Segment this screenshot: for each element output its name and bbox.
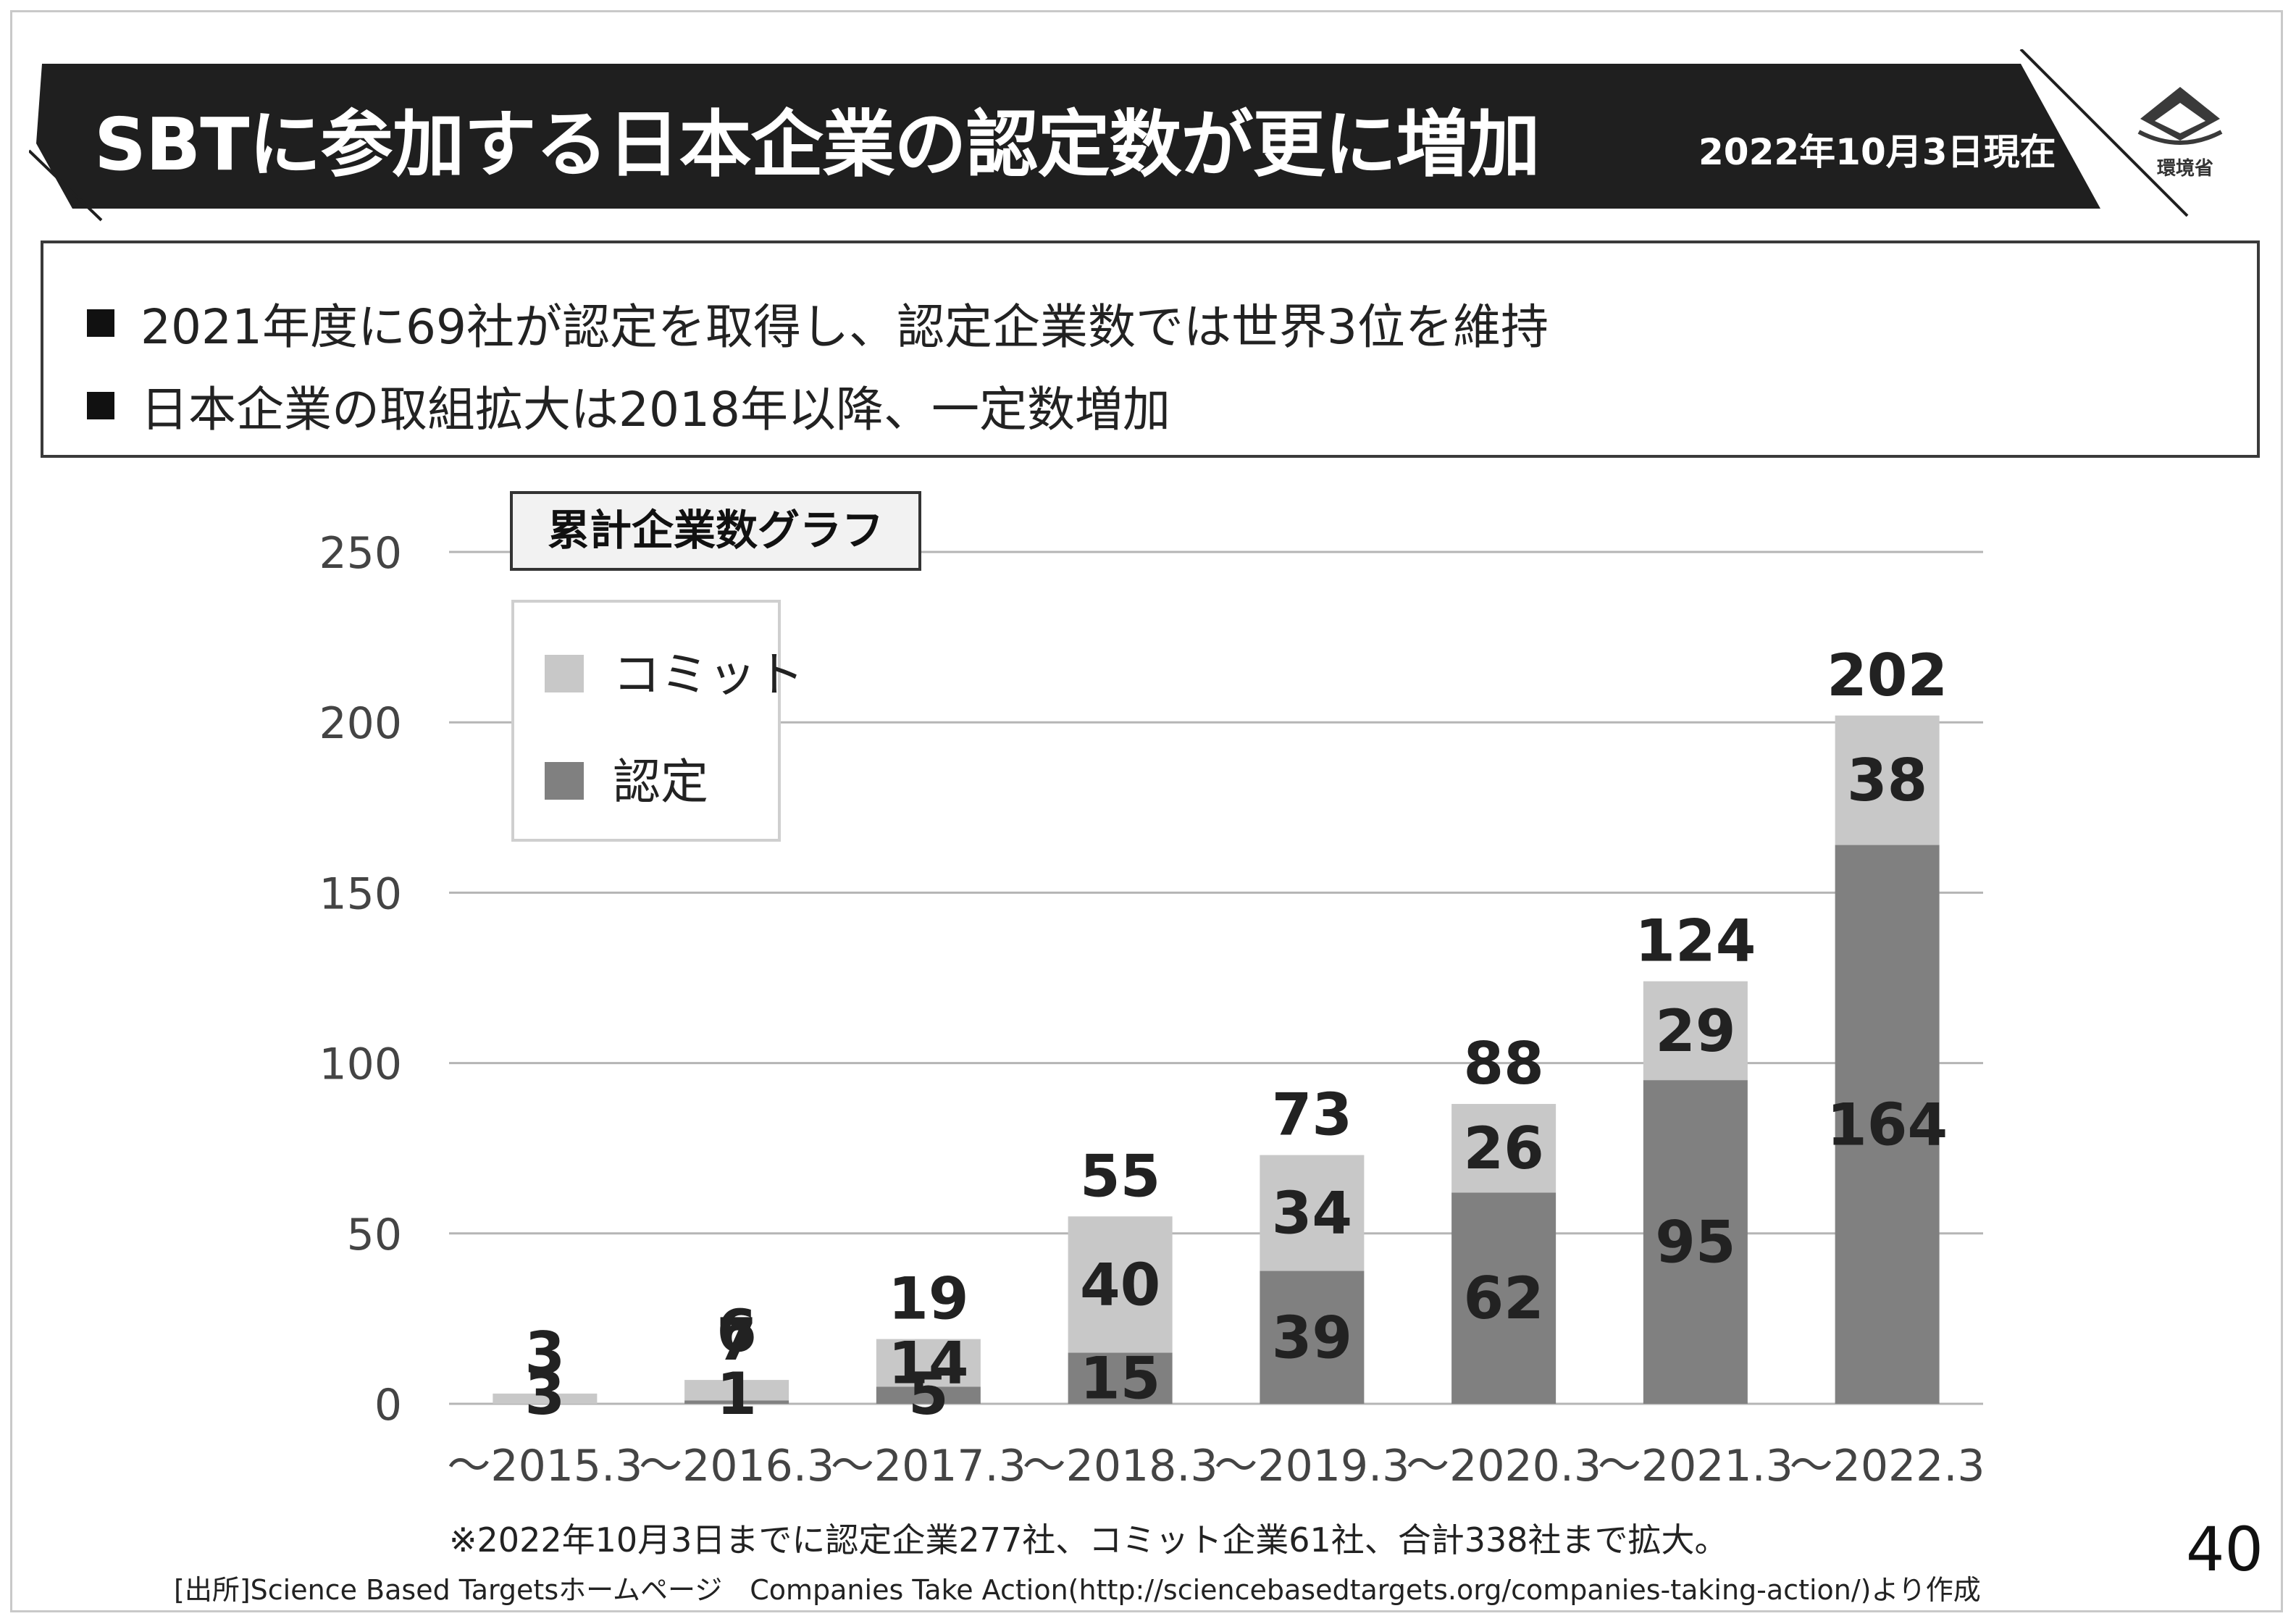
- legend-box: [511, 600, 781, 842]
- date-label: 2022年10月3日現在: [1698, 131, 2056, 173]
- y-tick-label: 100: [319, 1039, 402, 1090]
- bar-commit: [1835, 715, 1940, 845]
- bar-commit: [1068, 1216, 1173, 1353]
- y-tick-label: 0: [374, 1380, 402, 1431]
- x-tick-label: ～2015.3: [447, 1441, 642, 1491]
- bar-certified: [1260, 1271, 1365, 1404]
- bar-commit: [1451, 1104, 1556, 1193]
- total-label: 19: [888, 1265, 968, 1333]
- commit-label: 40: [1080, 1251, 1160, 1318]
- square-bullet-icon: [87, 309, 114, 337]
- y-tick-label: 250: [319, 528, 402, 579]
- bullet-text: 2021年度に69社が認定を取得し、認定企業数では世界3位を維持: [141, 299, 1549, 355]
- bar-certified: [1451, 1192, 1556, 1404]
- commit-label: 29: [1655, 997, 1735, 1065]
- total-label: 88: [1463, 1030, 1543, 1097]
- total-label: 3: [525, 1320, 566, 1387]
- commit-label: 26: [1463, 1115, 1543, 1182]
- slide-frame: [10, 10, 2283, 1612]
- x-tick-label: ～2018.3: [1023, 1441, 1218, 1491]
- chart-title: 累計企業数グラフ: [548, 506, 884, 555]
- certified-label: 164: [1827, 1091, 1948, 1158]
- bar-certified: [1068, 1352, 1173, 1404]
- summary-box: 2021年度に69社が認定を取得し、認定企業数では世界3位を維持 日本企業の取組…: [41, 240, 2260, 458]
- total-label: 124: [1635, 908, 1756, 975]
- bar-certified: [876, 1386, 981, 1404]
- x-tick-label: ～2017.3: [831, 1441, 1026, 1491]
- total-label: 7: [716, 1306, 757, 1373]
- logo-text: 環境省: [2157, 158, 2214, 180]
- bar-commit: [684, 1380, 789, 1401]
- certified-label: 3: [525, 1360, 566, 1428]
- x-tick-label: ～2022.3: [1790, 1441, 1985, 1491]
- bullet-item: 2021年度に69社が認定を取得し、認定企業数では世界3位を維持: [87, 288, 1549, 358]
- y-tick-label: 200: [319, 698, 402, 749]
- bar-commit: [1643, 981, 1748, 1081]
- commit-label: 6: [716, 1297, 757, 1365]
- footnote: ※2022年10月3日までに認定企業277社、コミット企業61社、合計338社ま…: [449, 1520, 1728, 1560]
- bullet-text: 日本企業の取組拡大は2018年以降、一定数増加: [141, 382, 1170, 438]
- y-tick-label: 50: [347, 1210, 402, 1260]
- x-tick-label: ～2021.3: [1598, 1441, 1793, 1491]
- certified-label: 62: [1463, 1265, 1543, 1332]
- page-number: 40: [2186, 1514, 2263, 1585]
- certified-label: 15: [1080, 1345, 1160, 1412]
- bar-certified: [1835, 845, 1940, 1404]
- commit-label: 38: [1847, 747, 1927, 814]
- chart-title-box: [510, 491, 921, 571]
- legend-label-commit: コミット: [613, 647, 804, 703]
- page-title: SBTに参加する日本企業の認定数が更に増加: [94, 102, 1540, 187]
- bullet-item: 日本企業の取組拡大は2018年以降、一定数増加: [87, 371, 1170, 440]
- bar-commit: [876, 1339, 981, 1387]
- bar-commit: [1260, 1155, 1365, 1271]
- x-tick-label: ～2019.3: [1214, 1441, 1409, 1491]
- commit-label: 34: [1272, 1180, 1352, 1247]
- y-tick-label: 150: [319, 868, 402, 919]
- total-label: 73: [1272, 1081, 1352, 1149]
- title-banner: [29, 49, 2189, 222]
- commit-label: 14: [888, 1330, 968, 1397]
- legend-label-certified: 認定: [613, 754, 708, 810]
- legend-swatch-certified: [545, 762, 584, 800]
- bar-certified: [1643, 1080, 1748, 1404]
- square-bullet-icon: [87, 392, 114, 419]
- legend-swatch-commit: [545, 655, 584, 692]
- total-label: 55: [1080, 1142, 1160, 1210]
- total-label: 202: [1827, 642, 1948, 709]
- bar-certified: [684, 1400, 789, 1404]
- ministry-logo-icon: [2137, 87, 2223, 145]
- certified-label: 5: [908, 1360, 949, 1428]
- x-tick-label: ～2016.3: [639, 1441, 834, 1491]
- certified-label: 1: [716, 1360, 757, 1428]
- certified-label: 39: [1272, 1304, 1352, 1371]
- certified-label: 95: [1655, 1209, 1735, 1276]
- source-note: [出所]Science Based Targetsホームページ Companie…: [174, 1574, 1981, 1606]
- bar-commit: [493, 1393, 598, 1404]
- x-tick-label: ～2020.3: [1406, 1441, 1601, 1491]
